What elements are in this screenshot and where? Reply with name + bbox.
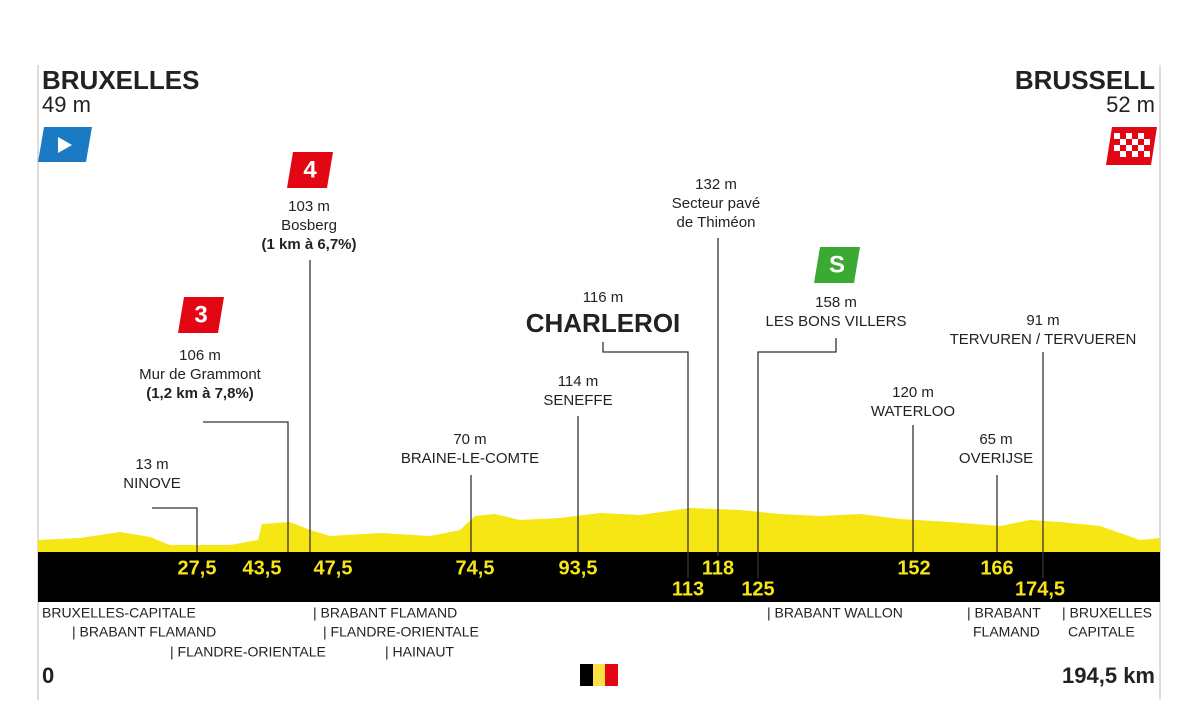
climb-badge (287, 152, 333, 188)
region-label: | BRABANT FLAMAND (72, 624, 216, 640)
leader-line (203, 421, 289, 552)
start-name: BRUXELLES (42, 65, 199, 95)
finish-icon (1106, 127, 1157, 165)
point-name: de Thiméon (677, 214, 756, 231)
badge-label: S (829, 251, 845, 278)
start-icon (38, 127, 92, 162)
point-name: BRAINE-LE-COMTE (401, 450, 539, 467)
point-altitude: 116 m (583, 289, 624, 306)
belgian-flag (580, 664, 618, 686)
badge-label: 3 (194, 301, 207, 328)
region-label: | BRABANT (967, 605, 1041, 621)
point-name: Bosberg (281, 217, 337, 234)
point-altitude: 70 m (453, 431, 486, 448)
point-name: OVERIJSE (959, 450, 1033, 467)
region-label: FLAMAND (973, 624, 1040, 640)
point-altitude: 120 m (892, 384, 934, 401)
point-altitude: 13 m (135, 456, 168, 473)
km-marker: 93,5 (559, 557, 598, 579)
badge-label: 4 (303, 156, 317, 183)
km-marker: 27,5 (178, 557, 217, 579)
km-marker: 43,5 (243, 557, 282, 579)
point-name: CHARLEROI (526, 308, 681, 338)
climb-badge (178, 297, 224, 333)
region-label: | BRABANT FLAMAND (313, 605, 457, 621)
region-label: | BRABANT WALLON (767, 605, 903, 621)
point-detail: (1,2 km à 7,8%) (146, 385, 254, 402)
point-detail: (1 km à 6,7%) (261, 236, 356, 253)
finish-altitude: 52 m (1106, 92, 1155, 117)
point-name: TERVUREN / TERVUEREN (950, 331, 1137, 348)
km-marker: 74,5 (456, 557, 495, 579)
region-label: | HAINAUT (385, 644, 454, 660)
start-km: 0 (42, 663, 54, 688)
finish-name: BRUSSELL (1015, 65, 1155, 95)
km-marker: 125 (741, 578, 774, 600)
km-marker: 174,5 (1015, 578, 1065, 600)
point-name: NINOVE (123, 475, 181, 492)
point-altitude: 106 m (179, 347, 221, 364)
point-altitude: 65 m (979, 431, 1012, 448)
climb-badge (814, 247, 860, 283)
region-label: CAPITALE (1068, 624, 1135, 640)
point-altitude: 132 m (695, 176, 737, 193)
region-label: BRUXELLES-CAPITALE (42, 605, 196, 621)
point-altitude: 114 m (558, 373, 599, 390)
start-altitude: 49 m (42, 92, 91, 117)
point-name: Secteur pavé (672, 195, 760, 212)
point-name: SENEFFE (543, 392, 612, 409)
leader-line (757, 338, 837, 578)
km-band (38, 552, 1160, 602)
point-altitude: 103 m (288, 198, 330, 215)
km-marker: 113 (672, 578, 704, 600)
region-label: | FLANDRE-ORIENTALE (170, 644, 326, 660)
region-label: | BRUXELLES (1062, 605, 1152, 621)
region-label: | FLANDRE-ORIENTALE (323, 624, 479, 640)
leader-line (602, 342, 689, 578)
km-marker: 166 (980, 557, 1013, 579)
elevation-profile (38, 508, 1160, 552)
point-altitude: 158 m (815, 294, 857, 311)
point-name: WATERLOO (871, 403, 955, 420)
km-marker: 118 (702, 557, 734, 579)
finish-km: 194,5 km (1062, 663, 1155, 688)
km-marker: 152 (897, 557, 930, 579)
point-name: LES BONS VILLERS (766, 313, 907, 330)
point-altitude: 91 m (1026, 312, 1059, 329)
km-marker: 47,5 (314, 557, 353, 579)
point-name: Mur de Grammont (139, 366, 262, 383)
leader-line (152, 507, 198, 552)
